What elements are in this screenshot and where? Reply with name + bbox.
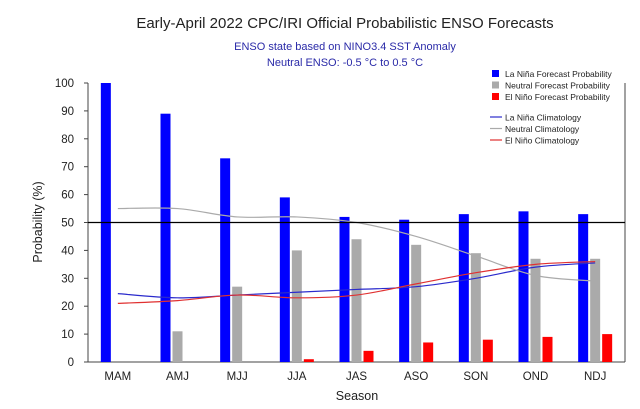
x-tick-label: NDJ: [584, 371, 606, 383]
y-tick-label: 60: [61, 190, 74, 202]
x-tick-label: AMJ: [166, 371, 189, 383]
bar: [172, 331, 183, 362]
x-axis-label: Season: [336, 389, 378, 403]
y-tick-label: 70: [61, 162, 74, 174]
legend-label: El Niño Climatology: [505, 136, 580, 146]
y-tick-label: 100: [55, 78, 74, 90]
x-tick-label: OND: [523, 371, 549, 383]
x-tick-label: JJA: [287, 371, 307, 383]
y-tick-label: 20: [61, 301, 74, 313]
bar: [590, 258, 601, 362]
legend-label: Neutral Climatology: [505, 124, 580, 134]
x-tick-label: JAS: [346, 371, 367, 383]
legend-label: El Niño Forecast Probability: [505, 92, 611, 102]
bar: [458, 214, 469, 362]
x-tick-label: ASO: [404, 371, 428, 383]
bar: [411, 244, 422, 362]
bar: [351, 239, 362, 362]
bar: [220, 158, 231, 362]
legend-swatch: [492, 93, 499, 100]
bar: [542, 336, 553, 362]
bar: [303, 359, 314, 362]
bar: [602, 334, 613, 362]
bar: [232, 286, 243, 362]
legend-swatch: [492, 81, 499, 89]
bar: [363, 350, 374, 362]
bar: [470, 253, 481, 362]
y-tick-label: 90: [61, 106, 74, 118]
y-tick-label: 80: [61, 134, 74, 146]
x-tick-label: MAM: [104, 371, 131, 383]
x-tick-label: SON: [463, 371, 488, 383]
bar: [291, 250, 302, 362]
x-tick-label: MJJ: [227, 371, 248, 383]
y-tick-label: 40: [61, 245, 74, 257]
legend-label: La Niña Forecast Probability: [505, 69, 613, 79]
bar: [423, 342, 434, 362]
bar: [399, 219, 410, 362]
y-tick-label: 0: [68, 357, 74, 369]
legend-label: Neutral Forecast Probability: [505, 81, 611, 91]
bar: [530, 258, 541, 362]
plot-area: 0 10 20 30 40 50 60 70 80 90 100 MAM AMJ MJJ JJA JAS ASO…: [55, 78, 626, 383]
legend-swatch: [492, 70, 499, 77]
legend-label: La Niña Climatology: [505, 113, 582, 123]
y-tick-label: 30: [61, 273, 74, 285]
climatology-line: [117, 262, 596, 299]
climatology-line: [117, 260, 596, 305]
y-tick-label: 50: [61, 218, 74, 230]
y-axis-label: Probability (%): [31, 181, 45, 262]
bar: [160, 113, 171, 362]
bar: [482, 339, 493, 362]
legend: La Niña Forecast Probability Neutral Fore…: [490, 69, 613, 146]
bar: [279, 197, 290, 362]
chart-title: Early-April 2022 CPC/IRI Official Probab…: [136, 15, 553, 32]
bar: [578, 214, 589, 362]
bar: [518, 211, 529, 362]
y-tick-label: 10: [61, 329, 74, 341]
chart-subtitle-line-1: ENSO state based on NINO3.4 SST Anomaly: [234, 41, 456, 53]
chart-subtitle-line-2: Neutral ENSO: -0.5 °C to 0.5 °C: [267, 57, 423, 69]
